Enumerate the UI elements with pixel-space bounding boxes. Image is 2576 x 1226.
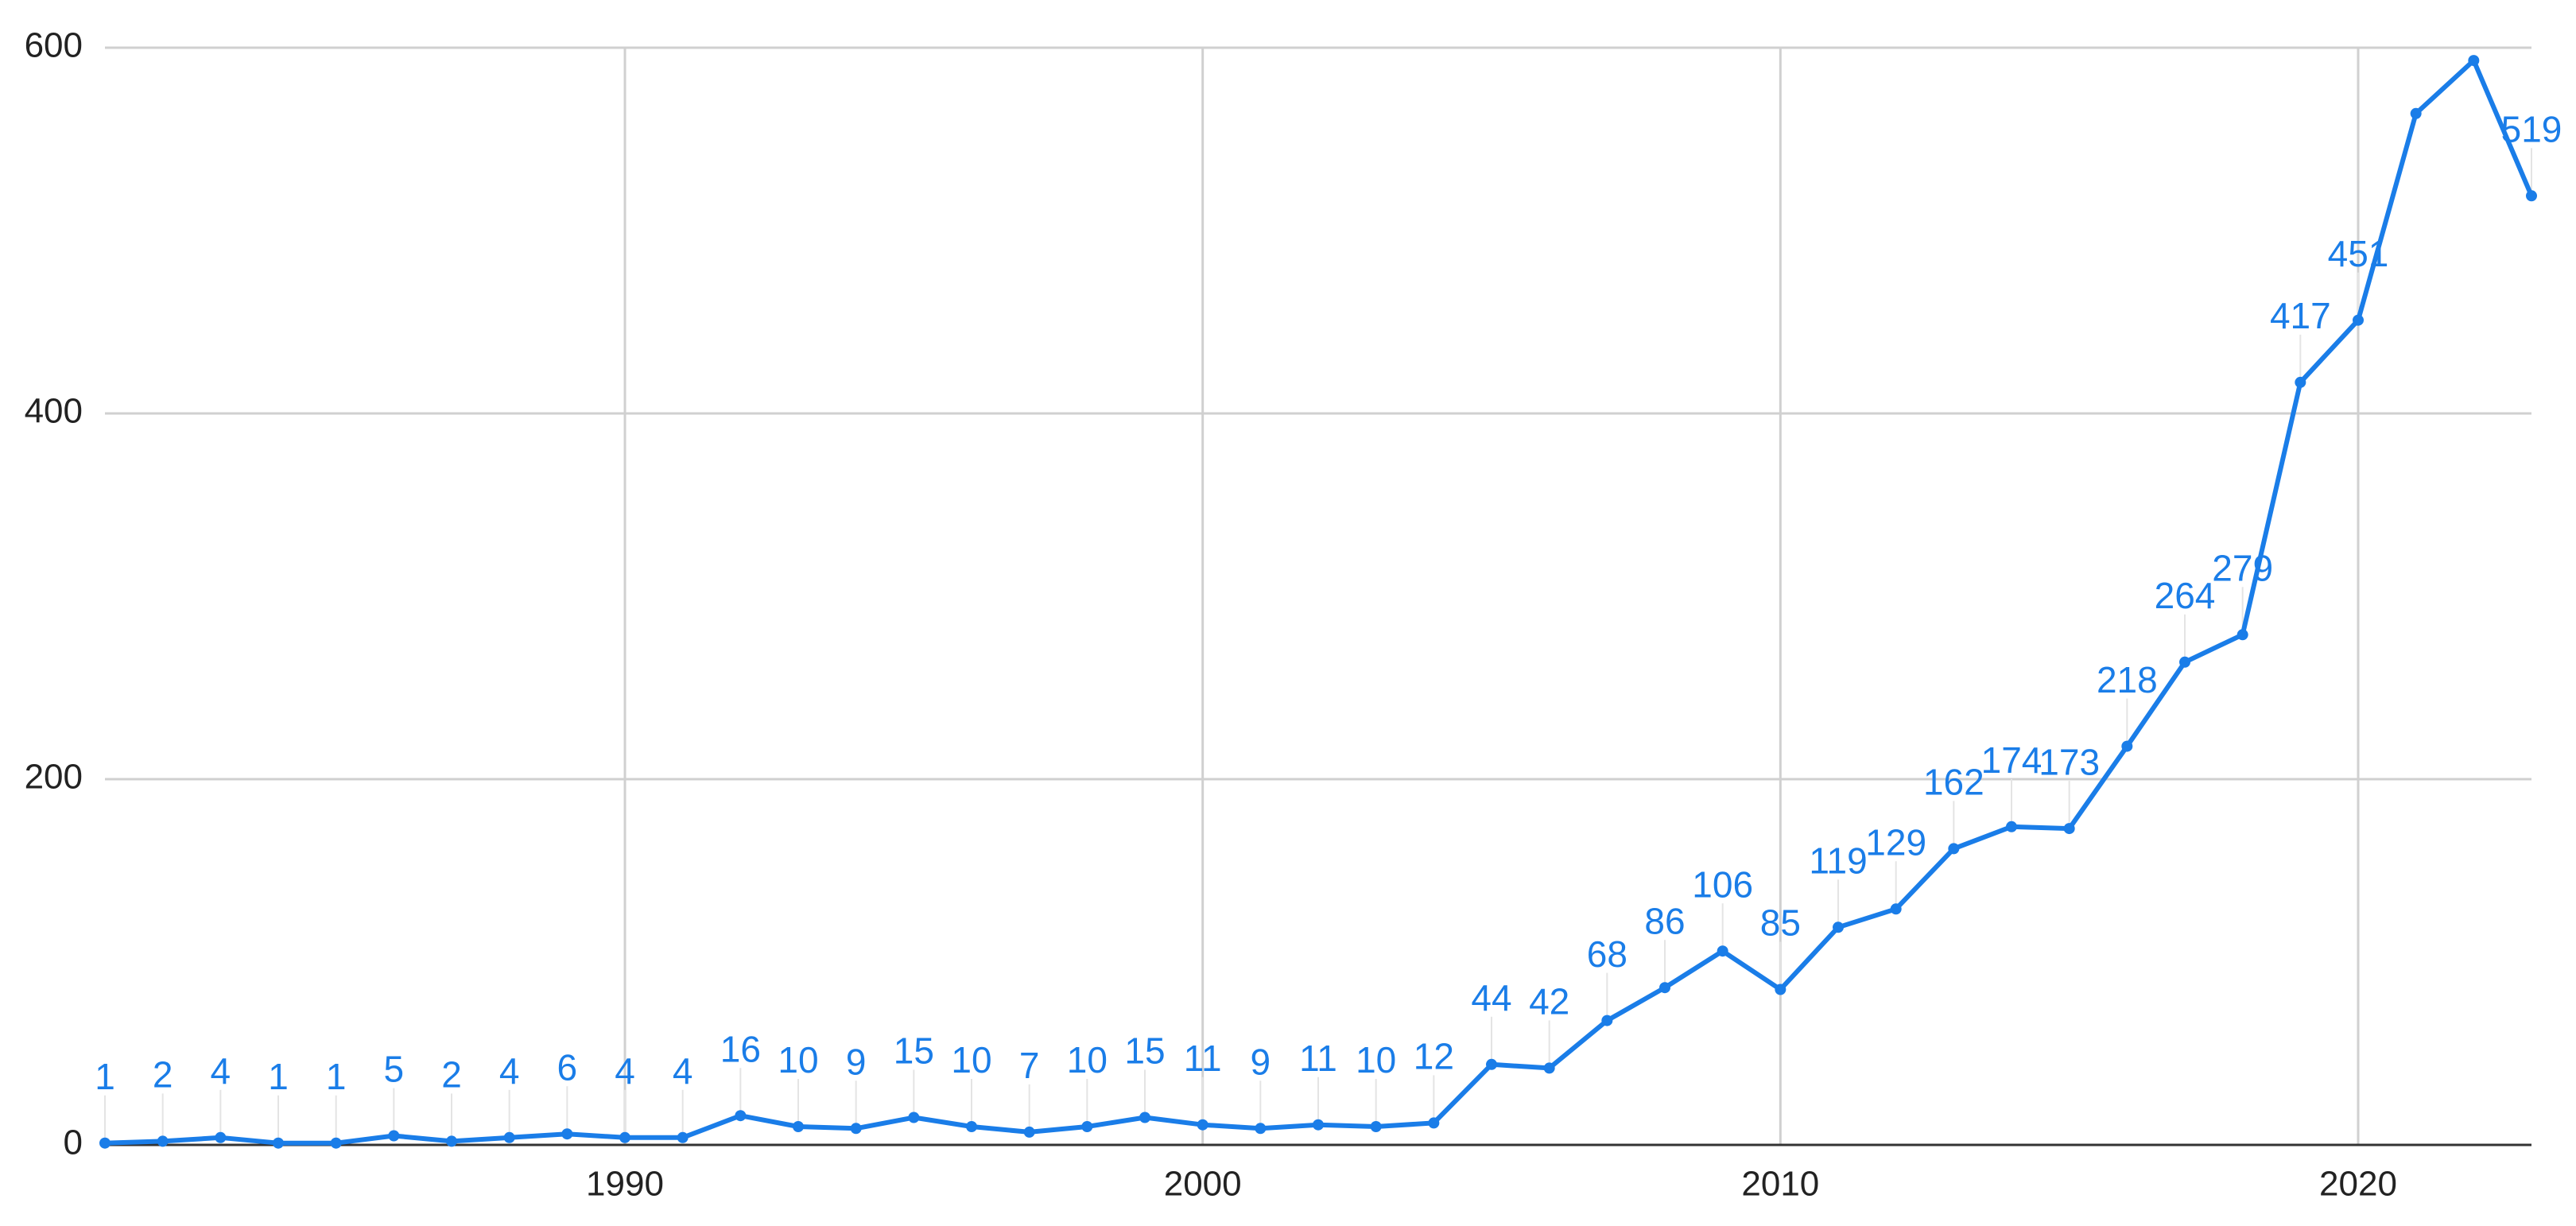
data-label: 10	[951, 1039, 991, 1081]
point	[2179, 656, 2190, 668]
data-label: 174	[1981, 739, 2043, 781]
point	[2353, 314, 2364, 326]
point	[2526, 190, 2537, 202]
data-label: 4	[615, 1050, 635, 1092]
point	[1833, 921, 1844, 933]
data-label: 129	[1865, 821, 1926, 863]
data-label: 264	[2155, 575, 2216, 616]
point	[1486, 1058, 1497, 1070]
y-tick-label: 400	[25, 392, 83, 431]
data-label: 279	[2212, 547, 2273, 588]
point	[1717, 945, 1728, 957]
x-tick-label: 1990	[586, 1165, 664, 1204]
x-tick-label: 2000	[1164, 1165, 1242, 1204]
data-label: 44	[1471, 977, 1511, 1018]
data-label: 1	[268, 1056, 289, 1097]
point	[1543, 1062, 1555, 1074]
point	[99, 1137, 111, 1149]
data-label: 10	[1067, 1039, 1108, 1081]
point	[1197, 1119, 1208, 1131]
data-label: 106	[1692, 863, 1753, 905]
data-label: 15	[894, 1030, 934, 1072]
data-label: 6	[557, 1046, 578, 1088]
point	[1601, 1015, 1613, 1026]
point	[2295, 376, 2306, 388]
data-label: 119	[1809, 840, 1867, 881]
data-label: 7	[1019, 1045, 1040, 1086]
data-label: 1	[95, 1056, 115, 1097]
point	[157, 1135, 169, 1147]
point	[2006, 821, 2017, 832]
point	[677, 1131, 689, 1143]
data-label: 173	[2039, 741, 2100, 782]
point	[1255, 1123, 1267, 1135]
data-label: 2	[153, 1054, 173, 1096]
y-tick-label: 0	[64, 1123, 83, 1162]
point	[1023, 1126, 1035, 1138]
point	[735, 1110, 747, 1122]
data-label: 4	[211, 1050, 231, 1092]
point	[1370, 1121, 1382, 1132]
data-label: 86	[1644, 900, 1685, 941]
data-label: 42	[1529, 981, 1569, 1022]
point	[2121, 740, 2133, 752]
point	[1139, 1112, 1150, 1123]
data-label: 2	[441, 1054, 462, 1096]
data-label: 4	[673, 1050, 693, 1092]
data-label: 9	[846, 1041, 867, 1082]
data-label: 417	[2270, 295, 2331, 336]
point	[215, 1131, 227, 1143]
data-label: 68	[1587, 933, 1627, 975]
data-label: 15	[1124, 1030, 1165, 1072]
point	[503, 1131, 515, 1143]
x-tick-label: 2020	[2319, 1165, 2397, 1204]
data-label: 12	[1414, 1036, 1454, 1077]
y-tick-label: 200	[25, 758, 83, 797]
data-label: 10	[1356, 1039, 1396, 1081]
data-label: 5	[384, 1049, 405, 1090]
point	[2063, 823, 2075, 835]
point	[793, 1121, 804, 1132]
y-tick-label: 600	[25, 26, 83, 65]
point	[2237, 629, 2248, 641]
data-label: 11	[1184, 1038, 1222, 1079]
point	[1313, 1119, 1324, 1131]
data-label: 85	[1760, 902, 1801, 944]
point	[850, 1123, 862, 1135]
data-label: 162	[1923, 762, 1984, 803]
point	[2468, 55, 2480, 67]
x-tick-label: 2010	[1741, 1165, 1819, 1204]
point	[1659, 982, 1670, 994]
data-label: 9	[1251, 1041, 1271, 1082]
data-label: 4	[499, 1050, 520, 1092]
point	[446, 1135, 457, 1147]
point	[1428, 1117, 1440, 1129]
point	[273, 1137, 284, 1149]
point	[619, 1131, 630, 1143]
point	[561, 1128, 573, 1140]
point	[2410, 107, 2422, 119]
data-label: 11	[1299, 1038, 1337, 1079]
point	[388, 1130, 400, 1142]
point	[330, 1137, 342, 1149]
point	[1775, 984, 1787, 995]
point	[966, 1121, 977, 1132]
point	[908, 1112, 920, 1123]
point	[1890, 903, 1902, 915]
point	[1081, 1121, 1093, 1132]
data-label: 218	[2097, 659, 2158, 700]
data-label: 1	[326, 1056, 347, 1097]
data-label: 16	[720, 1028, 761, 1069]
point	[1948, 843, 1960, 855]
data-label: 10	[778, 1039, 818, 1081]
